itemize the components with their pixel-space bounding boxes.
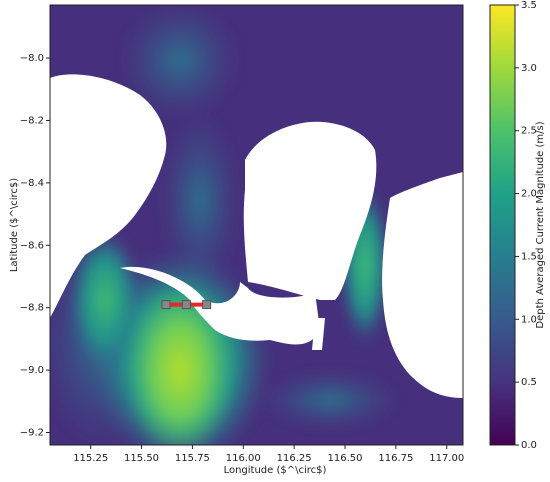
y-tick-label: −9.0 bbox=[20, 365, 44, 376]
land bbox=[50, 74, 167, 318]
x-axis-label: Longitude ($^\circ$) bbox=[224, 465, 327, 476]
y-axis-label: Latitude ($^\circ$) bbox=[9, 178, 20, 272]
transect-point bbox=[181, 300, 191, 310]
colorbar bbox=[489, 4, 516, 446]
y-tick-label: −8.0 bbox=[20, 53, 44, 64]
x-tick-label: 117.00 bbox=[429, 453, 464, 464]
land bbox=[312, 318, 325, 350]
colorbar-tick-label: 0.0 bbox=[521, 440, 537, 451]
y-tick-label: −9.2 bbox=[20, 428, 44, 439]
x-tick-label: 115.25 bbox=[73, 453, 108, 464]
current-field bbox=[50, 5, 463, 445]
land bbox=[243, 121, 377, 300]
land bbox=[382, 172, 463, 398]
colorbar-tick-label: 2.0 bbox=[521, 189, 537, 200]
x-tick-label: 116.00 bbox=[226, 453, 261, 464]
transect-point bbox=[202, 300, 212, 310]
y-tick-label: −8.8 bbox=[20, 303, 44, 314]
y-tick-label: −8.4 bbox=[20, 178, 44, 189]
x-tick-label: 116.75 bbox=[378, 453, 413, 464]
x-tick-label: 115.75 bbox=[175, 453, 210, 464]
transect-point bbox=[161, 300, 171, 310]
colorbar-tick-label: 2.5 bbox=[521, 126, 537, 137]
land bbox=[120, 266, 320, 345]
x-tick-label: 116.25 bbox=[277, 453, 312, 464]
colorbar-label: Depth Averaged Current Magnitude (m/s) bbox=[535, 121, 546, 328]
colorbar-tick-label: 3.0 bbox=[521, 63, 537, 74]
x-tick-label: 115.50 bbox=[124, 453, 159, 464]
y-tick-label: −8.2 bbox=[20, 115, 44, 126]
colorbar-tick-label: 1.5 bbox=[521, 251, 537, 262]
colorbar-tick-label: 0.5 bbox=[521, 377, 537, 388]
colorbar-tick-label: 1.0 bbox=[521, 314, 537, 325]
colorbar-tick-label: 3.5 bbox=[521, 0, 537, 11]
y-tick-label: −8.6 bbox=[20, 240, 44, 251]
plot-frame bbox=[49, 4, 464, 446]
x-tick-label: 116.50 bbox=[328, 453, 363, 464]
